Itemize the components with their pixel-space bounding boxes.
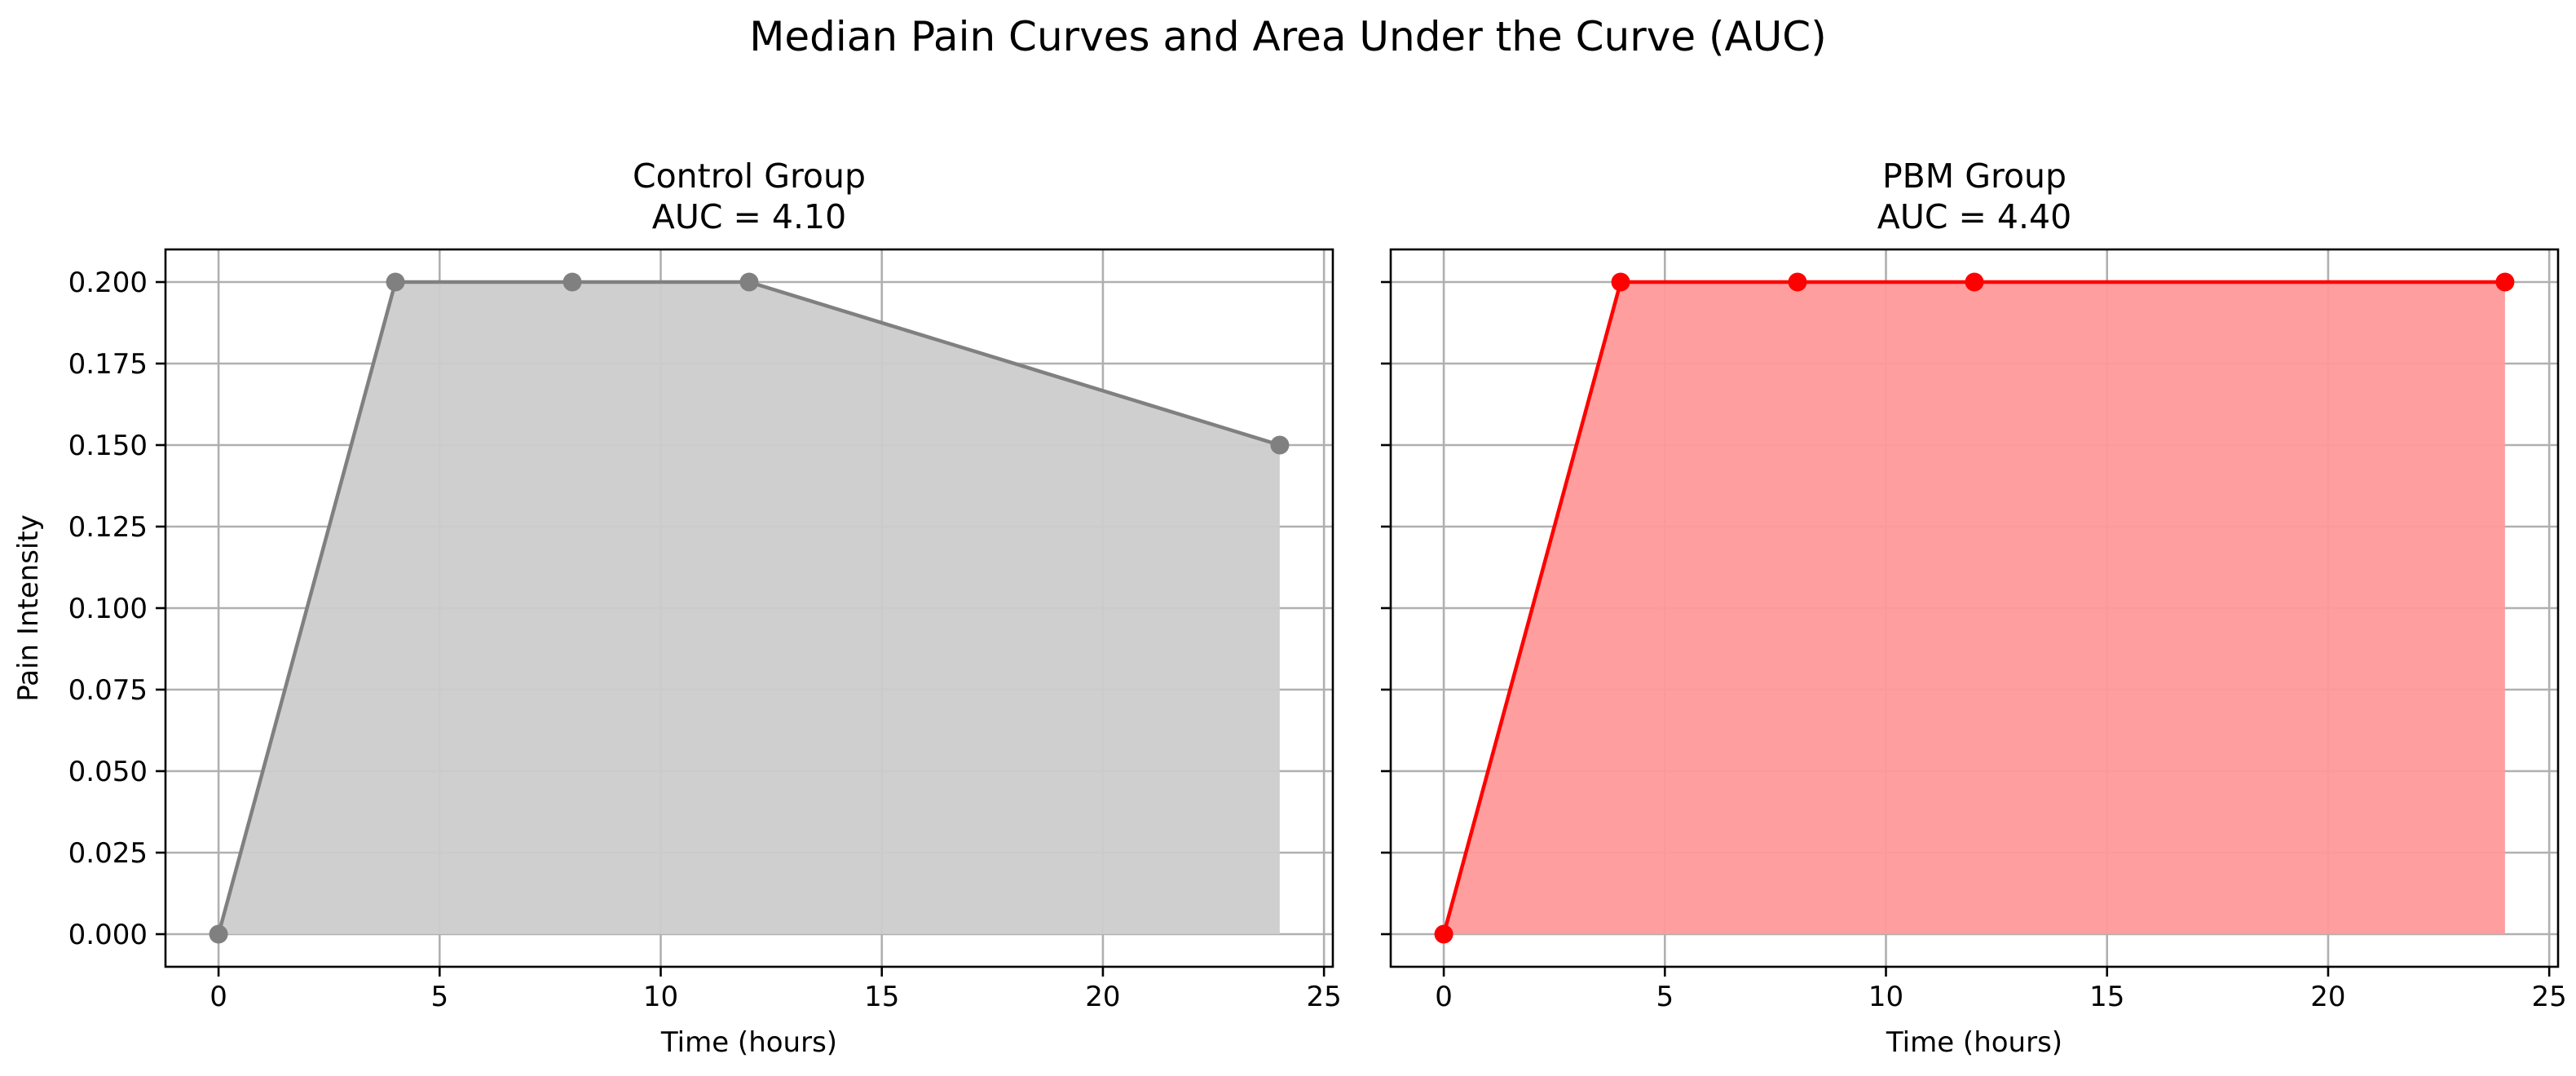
control-y-tick-label: 0.050	[68, 756, 148, 788]
control-x-tick-label: 10	[643, 981, 678, 1013]
pbm-x-axis-label: Time (hours)	[1886, 1026, 2062, 1059]
control-data-point	[209, 924, 228, 944]
control-y-tick-label: 0.025	[68, 837, 148, 870]
control-x-tick-label: 15	[864, 981, 899, 1013]
control-y-tick-label: 0.000	[68, 919, 148, 951]
pbm-auc-area	[1444, 282, 2505, 934]
control-x-tick-label: 25	[1307, 981, 1342, 1013]
pbm-data-point	[1788, 272, 1807, 292]
pbm-data-point	[1965, 272, 1984, 292]
control-data-point	[1270, 435, 1290, 455]
control-data-point	[386, 272, 405, 292]
pbm-x-tick-label: 15	[2089, 981, 2124, 1013]
control-auc-area	[218, 282, 1280, 934]
pbm-x-tick-label: 0	[1435, 981, 1453, 1013]
pbm-data-point	[2495, 272, 2515, 292]
pbm-data-point	[1611, 272, 1630, 292]
pbm-chart-auc-label: AUC = 4.40	[1877, 197, 2071, 236]
control-x-tick-label: 5	[430, 981, 448, 1013]
pbm-x-tick-label: 10	[1868, 981, 1903, 1013]
control-y-tick-label: 0.175	[68, 348, 148, 381]
figure-title: Median Pain Curves and Area Under the Cu…	[749, 13, 1826, 60]
pbm-x-tick-label: 25	[2532, 981, 2567, 1013]
pbm-x-tick-label: 20	[2310, 981, 2345, 1013]
control-y-tick-label: 0.150	[68, 430, 148, 462]
control-data-point	[562, 272, 582, 292]
control-y-tick-label: 0.075	[68, 674, 148, 707]
control-y-tick-label: 0.100	[68, 593, 148, 625]
control-y-tick-label: 0.200	[68, 267, 148, 299]
pbm-chart-title: PBM Group	[1882, 157, 2067, 196]
pbm-x-tick-label: 5	[1656, 981, 1674, 1013]
control-chart-title: Control Group	[633, 157, 866, 196]
control-group-chart: 0 5 10 15 20 25 0.000 0.025 0.050 0.075 0.100 0.125…	[12, 157, 1342, 1059]
control-chart-auc-label: AUC = 4.10	[652, 197, 846, 236]
control-x-axis-label: Time (hours)	[660, 1026, 837, 1059]
control-x-tick-label: 20	[1085, 981, 1120, 1013]
control-data-point	[739, 272, 759, 292]
control-y-tick-label: 0.125	[68, 511, 148, 544]
control-y-axis-label: Pain Intensity	[12, 514, 45, 702]
control-x-tick-label: 0	[210, 981, 227, 1013]
pbm-data-point	[1434, 924, 1453, 944]
